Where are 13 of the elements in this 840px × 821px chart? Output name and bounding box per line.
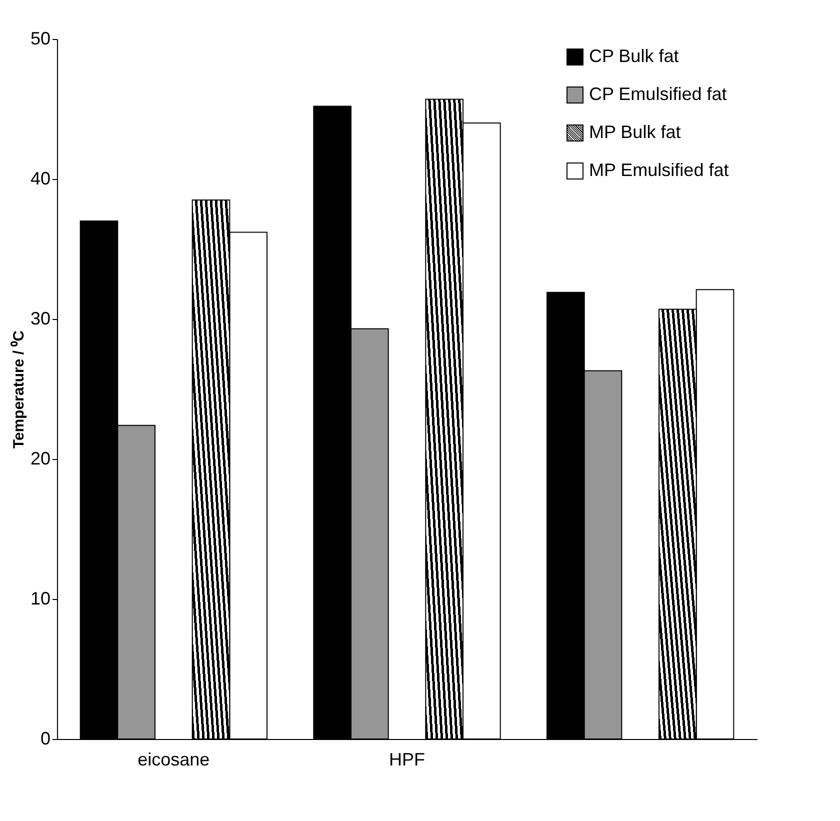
legend-label: CP Emulsified fat: [589, 84, 727, 104]
y-tick-label: 40: [30, 168, 50, 188]
legend-label: CP Bulk fat: [589, 46, 679, 66]
legend-label: MP Bulk fat: [589, 122, 681, 142]
y-tick-label: 20: [30, 448, 50, 468]
legend-label: MP Emulsified fat: [589, 160, 729, 180]
y-axis-title: Temperature / ⁰C: [9, 330, 28, 449]
x-tick-label: eicosane: [138, 750, 210, 770]
y-tick-label: 0: [40, 728, 50, 748]
y-tick-label: 10: [30, 588, 50, 608]
y-tick-label: 30: [30, 308, 50, 328]
y-tick-label: 50: [30, 28, 50, 48]
x-tick-label: HPF: [389, 750, 426, 770]
